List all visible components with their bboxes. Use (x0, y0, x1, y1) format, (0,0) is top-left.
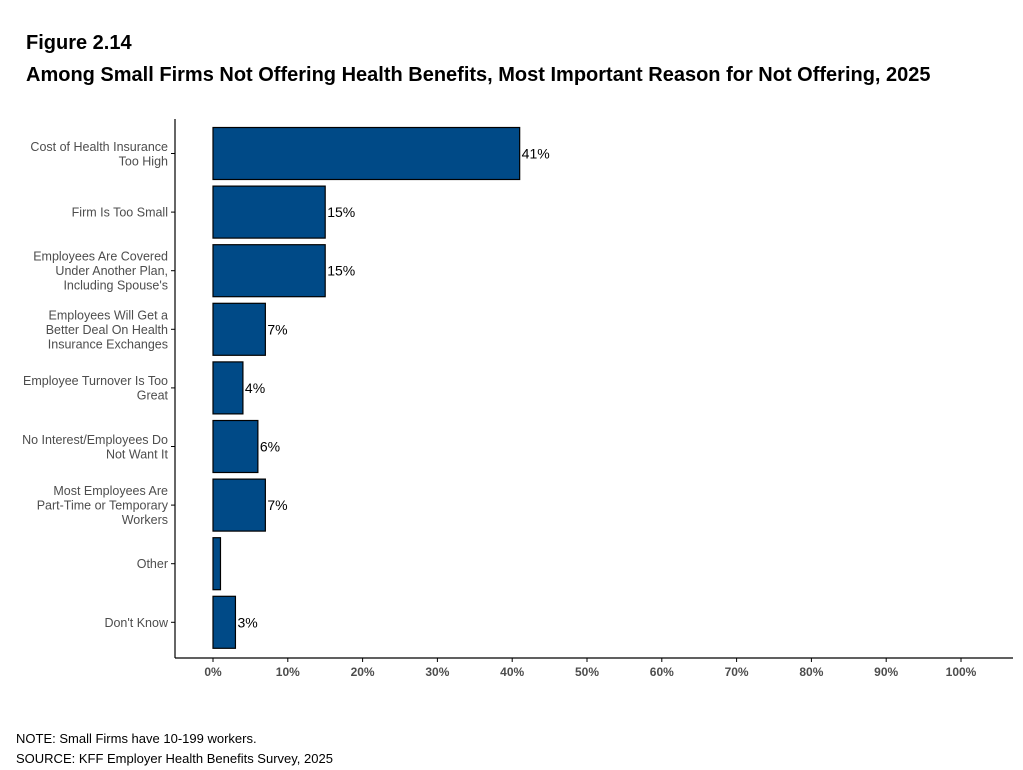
category-label-line: Employees Are Covered (33, 250, 168, 264)
x-tick-label: 10% (276, 665, 300, 679)
category-label: Firm Is Too Small (72, 206, 168, 220)
category-label-line: Cost of Health Insurance (30, 140, 168, 154)
category-label: No Interest/Employees Do Not Want It (22, 433, 168, 462)
chart-title: Among Small Firms Not Offering Health Be… (26, 64, 931, 86)
bar (212, 126, 521, 181)
data-label: 15% (327, 263, 355, 279)
category-label: Most Employees Are Part-Time or Temporary… (37, 484, 169, 527)
category-label-line: Workers (122, 513, 168, 527)
source-text: SOURCE: KFF Employer Health Benefits Sur… (16, 751, 333, 766)
data-label: 7% (267, 321, 287, 337)
data-label: 6% (260, 439, 280, 455)
bar (212, 419, 259, 474)
x-tick-label: 70% (725, 665, 749, 679)
bar (212, 537, 222, 591)
bar (212, 595, 237, 649)
data-label: 7% (267, 497, 287, 513)
category-label-line: Most Employees Are (53, 484, 168, 498)
category-label-line: Employees Will Get a (49, 308, 169, 322)
data-label: 15% (327, 204, 355, 220)
category-label: Other (137, 557, 168, 571)
data-label: 3% (237, 614, 257, 630)
category-label-line: Better Deal On Health (46, 323, 168, 337)
category-label: Don't Know (104, 616, 169, 630)
x-tick-label: 100% (946, 665, 977, 679)
category-label-line: Firm Is Too Small (72, 206, 168, 220)
x-tick-label: 80% (799, 665, 823, 679)
category-label-line: Not Want It (106, 447, 169, 461)
category-label-line: Under Another Plan, (55, 264, 168, 278)
category-label: Cost of Health Insurance Too High (30, 140, 168, 169)
footnotes: NOTE: Small Firms have 10-199 workers. S… (16, 729, 333, 769)
category-label-line: No Interest/Employees Do (22, 433, 168, 447)
category-label-line: Part-Time or Temporary (37, 499, 169, 513)
data-label: 4% (245, 380, 265, 396)
category-label: Employee Turnover Is Too Great (23, 374, 169, 403)
x-tick-label: 0% (204, 665, 222, 679)
x-tick-label: 40% (500, 665, 524, 679)
bar (212, 244, 326, 298)
category-label-line: Insurance Exchanges (48, 337, 168, 351)
figure-label: Figure 2.14 (26, 32, 132, 54)
category-label: Employees Are Covered Under Another Plan,… (33, 250, 168, 293)
category-label: Employees Will Get a Better Deal On Healt… (46, 308, 168, 351)
bar (212, 302, 266, 356)
x-tick-label: 30% (425, 665, 449, 679)
bar (212, 185, 326, 239)
category-label-line: Great (137, 389, 169, 403)
category-label-line: Employee Turnover Is Too (23, 374, 168, 388)
category-label-line: Don't Know (104, 616, 169, 630)
x-tick-label: 60% (650, 665, 674, 679)
category-label-line: Too High (119, 154, 168, 168)
category-label-line: Including Spouse's (63, 279, 168, 293)
category-label-line: Other (137, 557, 168, 571)
x-tick-label: 50% (575, 665, 599, 679)
bar (212, 478, 266, 532)
data-label: 41% (522, 146, 550, 162)
bar (212, 361, 244, 415)
note-text: NOTE: Small Firms have 10-199 workers. (16, 731, 257, 746)
x-tick-label: 90% (874, 665, 898, 679)
x-tick-label: 20% (351, 665, 375, 679)
